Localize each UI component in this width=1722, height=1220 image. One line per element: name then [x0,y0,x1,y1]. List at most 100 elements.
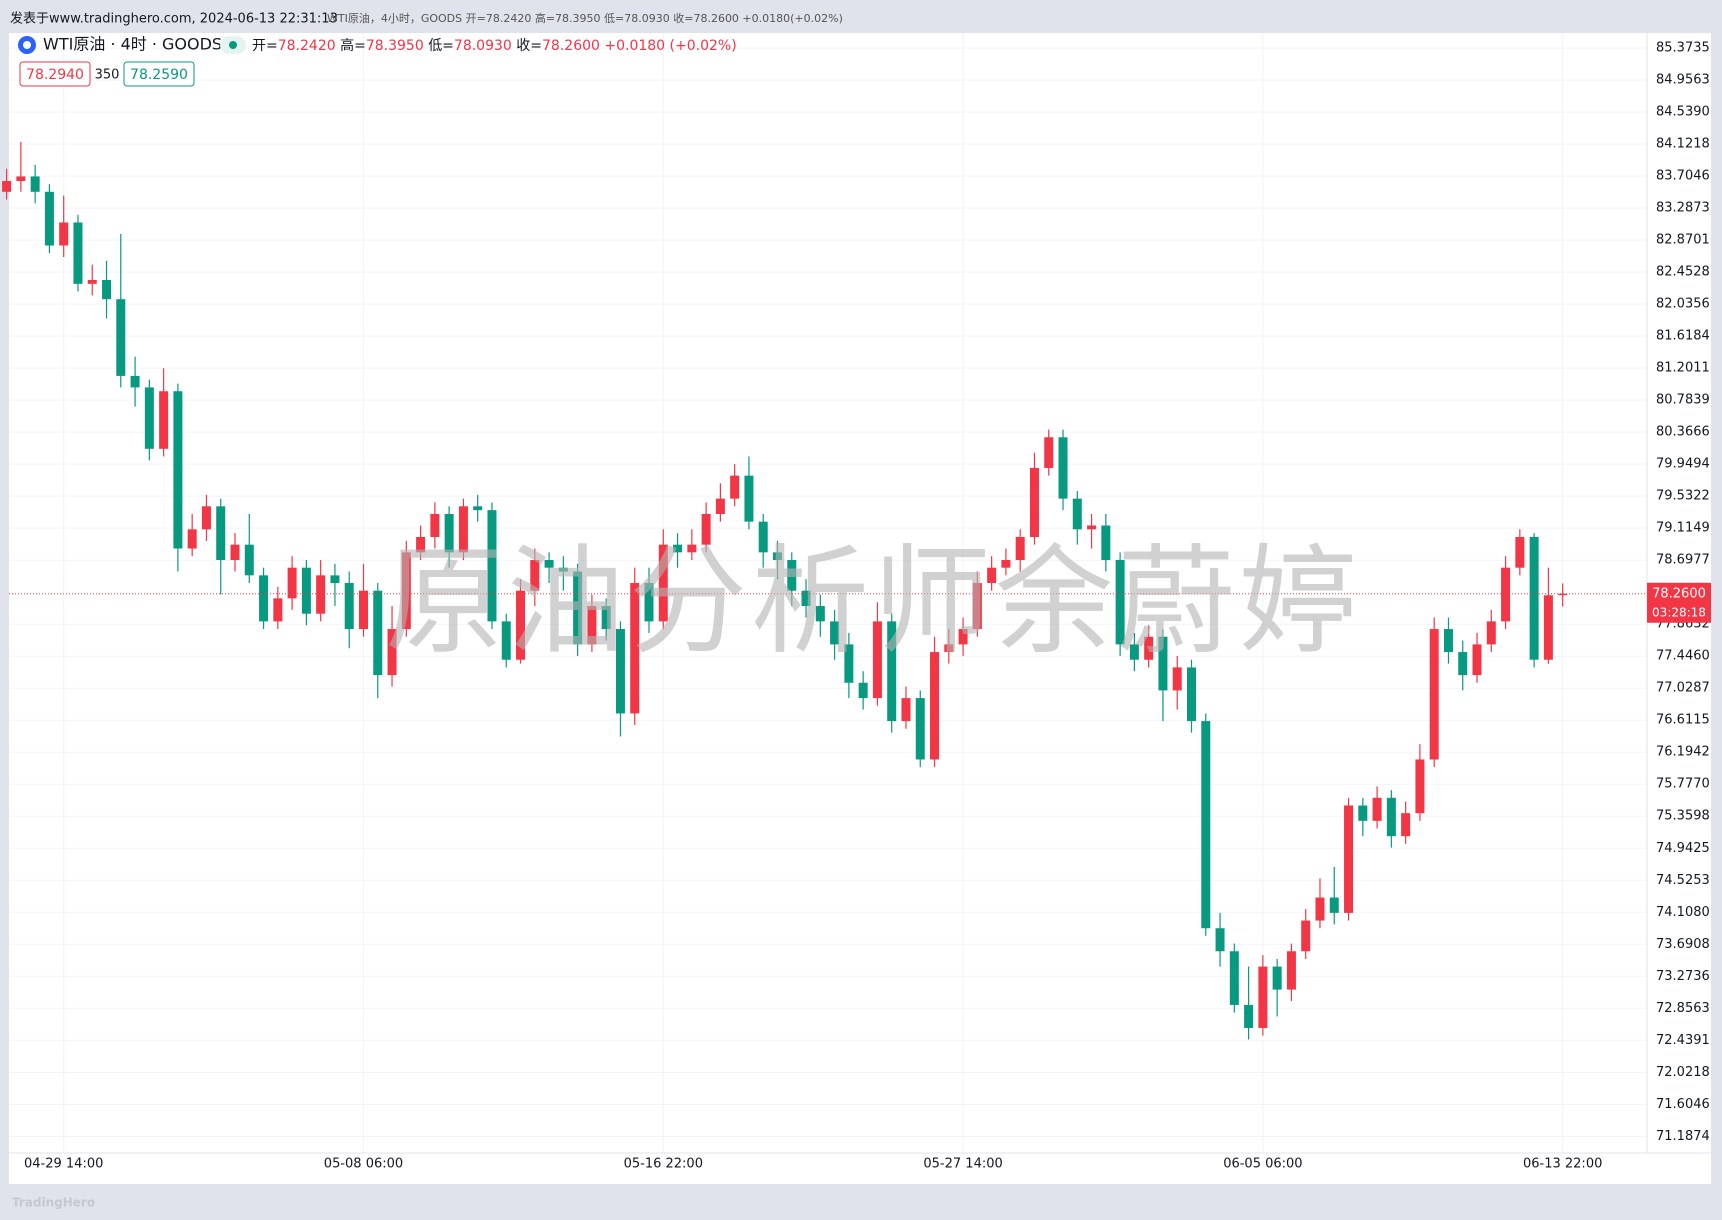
y-tick-label: 82.4528 [1656,265,1710,280]
candle-body [930,652,940,760]
symbol-title: WTI原油 · 4时 · GOODS [43,35,222,54]
y-tick-label: 75.7770 [1656,777,1710,792]
candle-body [715,498,725,514]
candle-body [30,176,40,192]
footer-brand: TradingHero [12,1196,95,1210]
y-tick-label: 79.5322 [1656,489,1710,504]
ohlc-legend: 开=78.2420 高=78.3950 低=78.0930 收=78.2600 … [252,37,737,54]
y-tick-label: 84.1218 [1656,137,1710,152]
candle-body [730,475,740,499]
candle-body [772,552,782,561]
price-countdown: 03:28:18 [1652,605,1706,619]
candle-body [815,606,825,622]
y-tick-label: 82.0356 [1656,297,1710,312]
candle-body [872,621,882,699]
spread: 350 [95,68,120,83]
candle-body [430,513,440,537]
candle-body [1029,467,1039,537]
candle-body [1458,652,1468,676]
candle-body [1472,644,1482,676]
candle-body [1329,897,1339,913]
y-tick-label: 74.1080 [1656,905,1710,920]
candle-body [102,280,112,300]
candle-body [287,567,297,599]
ohlc-label: 收= [516,38,542,54]
y-tick-label: 82.8701 [1656,233,1710,248]
candle-body [1443,629,1453,653]
candle-body [1244,1004,1254,1028]
candle-body [1315,897,1325,921]
candle-body [458,506,468,553]
candle-body [130,375,140,388]
x-tick-label: 05-16 22:00 [624,1157,703,1172]
candle-body [701,513,711,545]
candle-body [501,621,511,660]
candle-body [1044,437,1054,468]
y-tick-label: 72.4391 [1656,1033,1710,1048]
candle-body [73,222,83,284]
y-tick-label: 84.9563 [1656,73,1710,88]
candle-body [787,560,797,591]
candle-body [1072,498,1082,530]
x-tick-label: 06-05 06:00 [1223,1157,1302,1172]
ohlc-label: 高= [340,37,366,54]
candle-body [159,391,169,449]
y-tick-label: 81.6184 [1656,329,1710,344]
candle-body [201,506,211,530]
candle-body [1101,525,1111,561]
candle-body [1258,966,1268,1028]
candle-body [59,222,69,246]
candle-body [273,598,283,622]
y-tick-label: 85.3735 [1656,41,1710,56]
candle-body [358,590,368,630]
y-tick-label: 80.7839 [1656,393,1710,408]
candle-body [216,506,226,561]
ohlc-value: 78.2600 [542,38,600,54]
candle-body [958,629,968,645]
candle-body [1529,537,1539,660]
bid-box[interactable] [19,61,91,87]
bid-price: 78.2940 [26,67,84,83]
candle-body [601,606,611,630]
ohlc-change: +0.0180 (+0.02%) [604,38,736,54]
candle-body [801,590,811,607]
candle-body [1372,797,1382,821]
candle-body [972,583,982,630]
candle-body [1215,928,1225,952]
candle-body [301,567,311,614]
candle-body [1186,667,1196,722]
candle-body [530,560,540,591]
candle-body [87,280,97,284]
candle-body [687,544,697,553]
ask-box[interactable] [123,61,195,87]
candle-body [116,299,126,376]
ask-price: 78.2590 [130,67,188,83]
candle-body [1515,537,1525,568]
candle-body [630,583,640,714]
candle-body [1158,636,1168,691]
symbol-icon-inner [23,41,31,49]
ohlc-value: 78.0930 [454,38,512,54]
candle-body [401,552,411,630]
candle-body [1429,629,1439,760]
y-tick-label: 76.1942 [1656,745,1710,760]
candle-body [473,506,483,511]
candle-body [1358,805,1368,821]
candle-body [901,698,911,722]
candle-body [144,387,154,449]
candle-body [1144,636,1154,660]
candle-body [887,621,897,722]
ohlc-label: 低= [428,38,454,54]
candle-body [387,629,397,676]
candle-body [16,176,26,182]
y-tick-label: 83.2873 [1656,201,1710,216]
candle-body [1558,593,1568,596]
y-tick-label: 79.1149 [1656,521,1710,536]
y-tick-label: 75.3598 [1656,809,1710,824]
y-tick-label: 78.6977 [1656,553,1710,568]
y-tick-label: 83.7046 [1656,169,1710,184]
y-tick-label: 84.5390 [1656,105,1710,120]
candle-body [658,544,668,622]
candle-body [230,544,240,561]
